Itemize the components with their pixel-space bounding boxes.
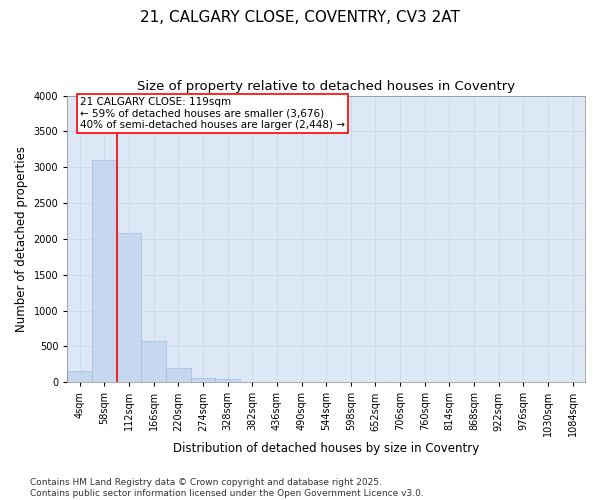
- Title: Size of property relative to detached houses in Coventry: Size of property relative to detached ho…: [137, 80, 515, 93]
- Bar: [92, 160, 116, 382]
- Bar: [67, 372, 92, 382]
- Text: Contains HM Land Registry data © Crown copyright and database right 2025.
Contai: Contains HM Land Registry data © Crown c…: [30, 478, 424, 498]
- Text: 21 CALGARY CLOSE: 119sqm
← 59% of detached houses are smaller (3,676)
40% of sem: 21 CALGARY CLOSE: 119sqm ← 59% of detach…: [80, 97, 344, 130]
- Bar: [166, 368, 191, 382]
- Bar: [191, 378, 215, 382]
- Bar: [141, 340, 166, 382]
- Bar: [116, 233, 141, 382]
- Y-axis label: Number of detached properties: Number of detached properties: [15, 146, 28, 332]
- Text: 21, CALGARY CLOSE, COVENTRY, CV3 2AT: 21, CALGARY CLOSE, COVENTRY, CV3 2AT: [140, 10, 460, 25]
- Bar: [215, 380, 240, 382]
- X-axis label: Distribution of detached houses by size in Coventry: Distribution of detached houses by size …: [173, 442, 479, 455]
